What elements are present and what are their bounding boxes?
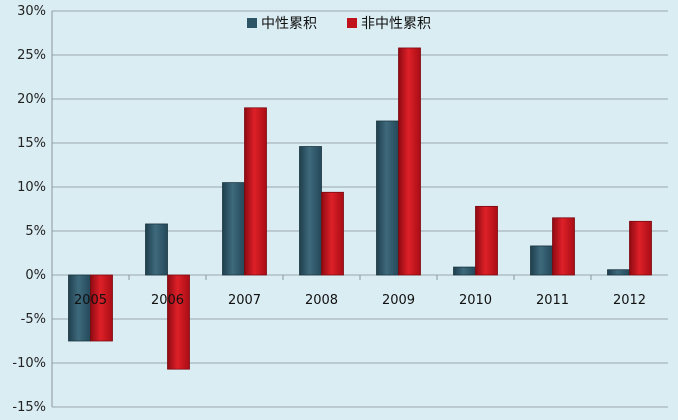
x-axis-labels: 2005 2006 2007 2008 2009 2010 2011 2012	[74, 293, 646, 308]
legend-swatch	[247, 18, 257, 28]
x-tick-label: 2009	[382, 293, 415, 308]
y-tick-label: -10%	[12, 356, 46, 371]
x-tick-label: 2010	[459, 293, 492, 308]
y-tick-label: 20%	[17, 92, 46, 107]
bar-non-neutral	[90, 274, 113, 342]
bar-non-neutral	[398, 47, 421, 276]
y-tick-label: 30%	[17, 4, 46, 19]
bar-non-neutral	[629, 220, 652, 276]
x-tick-label: 2011	[536, 293, 569, 308]
legend-label: 中性累积	[261, 16, 317, 32]
x-tick-label: 2005	[74, 293, 107, 308]
y-tick-label: -5%	[21, 312, 46, 327]
y-tick-label: 0%	[25, 268, 46, 283]
bar-neutral	[145, 223, 168, 276]
bar-neutral	[376, 120, 399, 276]
bar-neutral	[299, 146, 322, 276]
bar-neutral	[530, 245, 553, 276]
y-tick-label: 10%	[17, 180, 46, 195]
bar-non-neutral	[475, 205, 498, 276]
bar-non-neutral	[552, 217, 575, 276]
x-tick-label: 2012	[613, 293, 646, 308]
bar-non-neutral	[244, 107, 267, 276]
x-tick-label: 2006	[151, 293, 184, 308]
bar-non-neutral	[321, 191, 344, 276]
y-axis: -15% -10% -5% 0% 5% 10% 15% 20% 25% 30%	[12, 4, 53, 415]
legend-swatch	[347, 18, 357, 28]
bars	[68, 47, 652, 370]
y-tick-label: -15%	[12, 400, 46, 415]
legend: 中性累积 非中性累积	[247, 16, 431, 32]
gridlines	[51, 10, 668, 408]
bar-neutral	[68, 274, 91, 342]
bar-neutral	[607, 269, 630, 276]
x-tick-label: 2008	[305, 293, 338, 308]
y-tick-label: 15%	[17, 136, 46, 151]
y-tick-label: 5%	[25, 224, 46, 239]
bar-non-neutral	[167, 274, 190, 370]
legend-label: 非中性累积	[361, 16, 431, 32]
bar-neutral	[222, 182, 245, 276]
bar-neutral	[453, 266, 476, 276]
x-tick-label: 2007	[228, 293, 261, 308]
y-tick-label: 25%	[17, 48, 46, 63]
